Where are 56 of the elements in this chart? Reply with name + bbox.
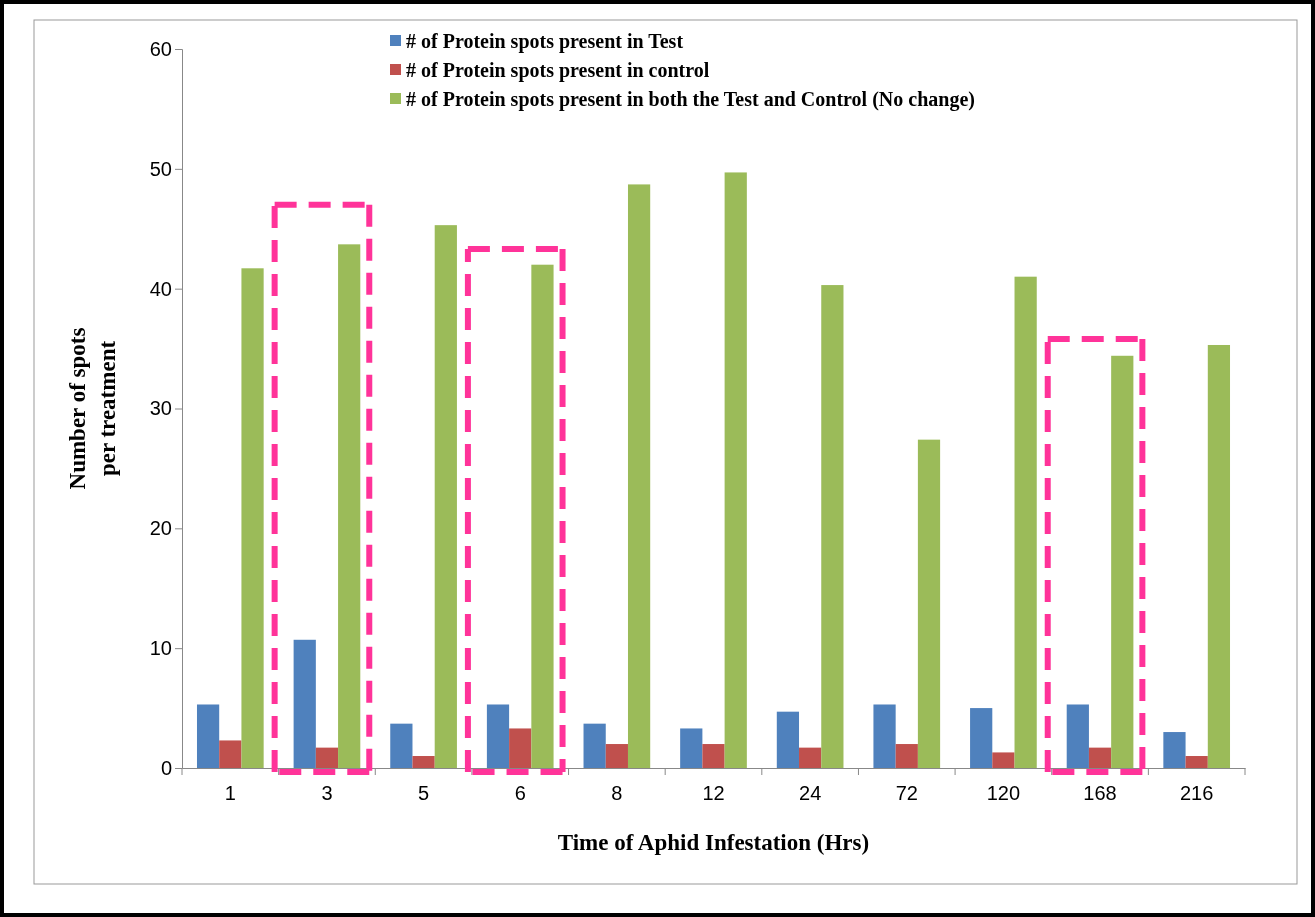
y-axis-title: Number of spots per treatment [65,327,120,490]
x-tick-label: 24 [799,782,822,805]
bar [1185,756,1208,768]
x-tick-label: 12 [702,782,725,805]
bar [895,744,918,768]
y-tick-label: 30 [149,397,172,420]
bar [873,704,896,768]
bar [338,244,361,768]
bar [196,704,220,768]
y-tick-label: 20 [149,517,172,540]
bar [799,747,822,768]
bar [1111,355,1134,768]
bar [1014,276,1037,768]
bar [917,439,941,768]
bar [219,740,242,768]
bar [1088,747,1112,768]
bar [1163,732,1186,768]
legend-label: # of Protein spots present in control [406,59,710,82]
y-tick-label: 10 [149,637,172,660]
x-tick-label: 72 [895,782,918,805]
y-tick-label: 0 [160,756,172,779]
bar [583,723,606,768]
bar [680,728,703,768]
x-axis-title: Time of Aphid Infestation (Hrs) [557,830,870,855]
bar [390,723,413,768]
bar [412,756,435,768]
bar [627,184,651,768]
bar [992,752,1015,768]
bar [315,747,339,768]
x-tick-label: 3 [321,782,333,805]
bar [821,285,844,768]
y-tick-label: 40 [149,277,172,300]
bar [509,728,532,768]
legend-label: # of Protein spots present in Test [406,30,684,53]
bar [434,225,457,768]
bar [486,704,510,768]
bar [724,172,747,768]
y-tick-label: 50 [149,157,172,180]
y-tick-label: 60 [149,37,172,60]
bar [702,744,725,768]
bar [1066,704,1089,768]
x-tick-label: 6 [514,782,526,805]
bar [241,268,264,768]
bar [970,708,993,768]
x-tick-label: 8 [611,782,623,805]
x-tick-label: 5 [418,782,430,805]
bar [1207,344,1231,768]
bar [776,711,800,768]
bar [531,264,554,768]
legend-label: # of Protein spots present in both the Test and Control (No change) [406,88,975,111]
x-tick-label: 216 [1179,782,1214,805]
x-tick-label: 168 [1083,782,1117,805]
bar [605,744,628,768]
bar [293,639,316,768]
x-tick-label: 120 [986,782,1021,805]
x-tick-label: 1 [224,782,236,805]
